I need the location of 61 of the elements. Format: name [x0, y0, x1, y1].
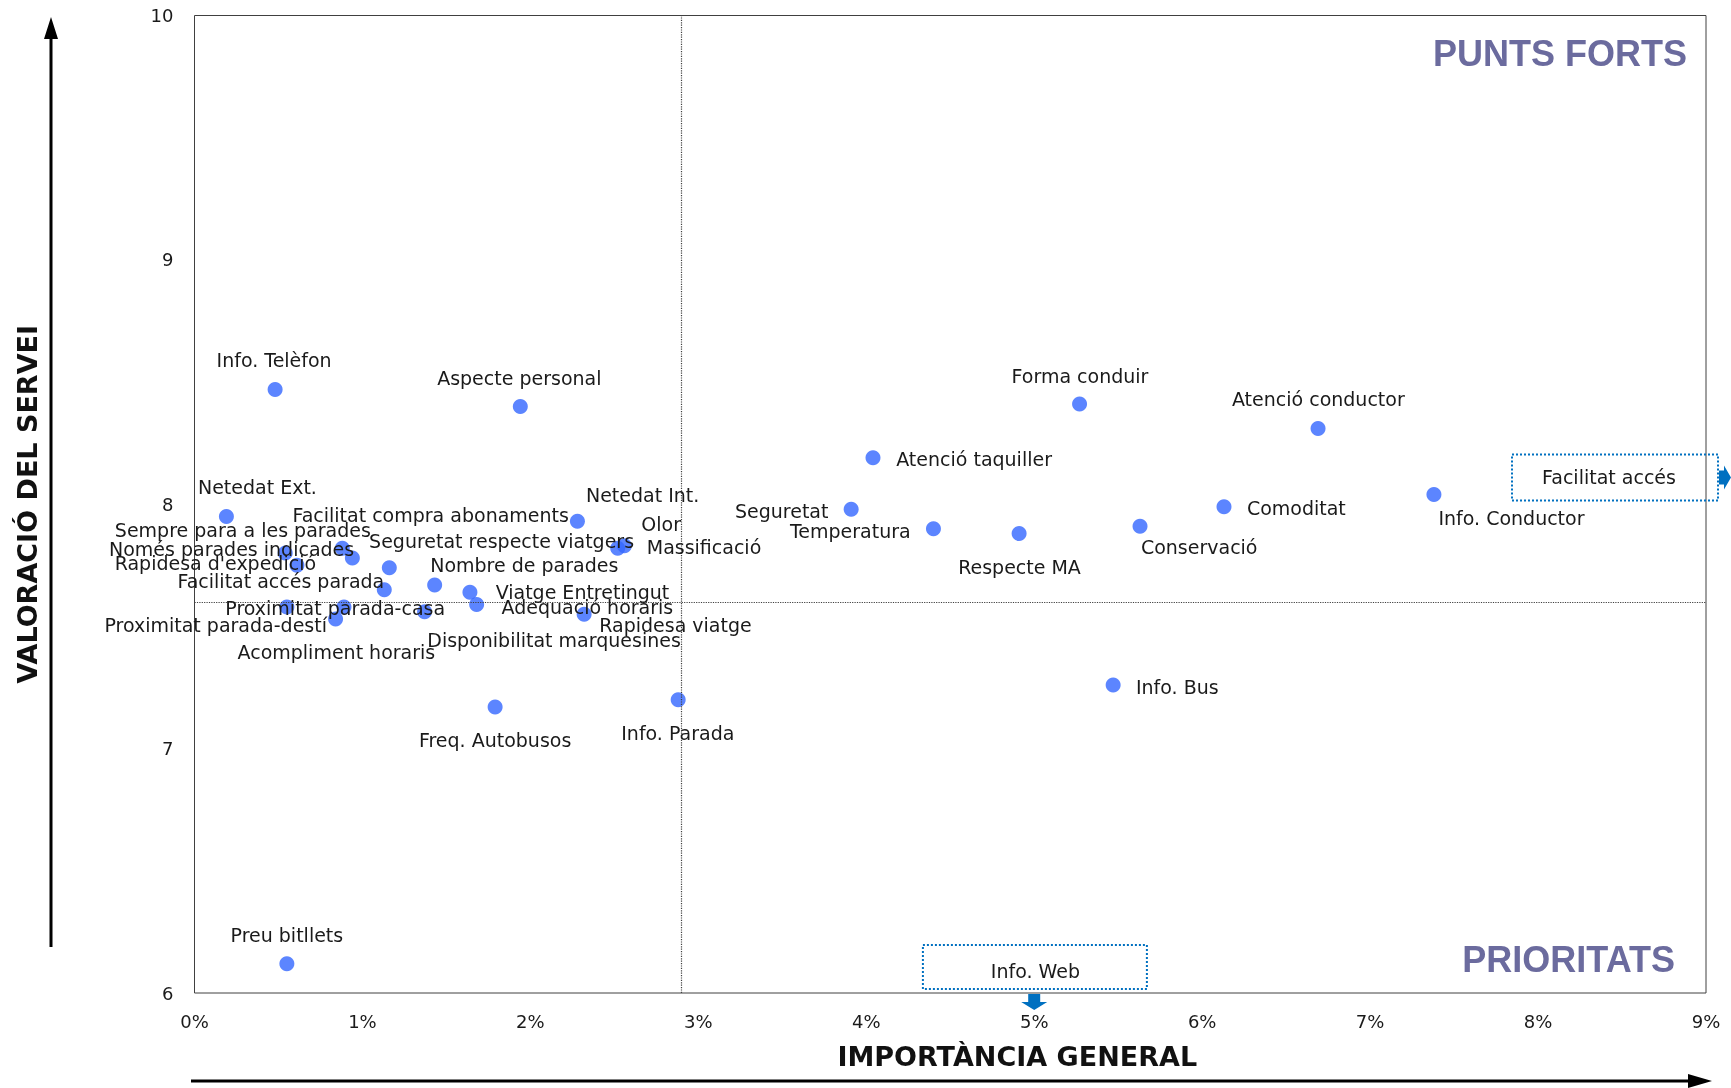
annotation: Info. Bus	[1135, 675, 1219, 698]
annotation: Freq. Autobusos	[418, 729, 572, 752]
annotation: Facilitat accés	[1542, 466, 1676, 489]
y-tick-label: 8	[162, 493, 174, 515]
y-tick-label: 10	[150, 5, 174, 26]
point	[1011, 526, 1027, 542]
point	[279, 956, 295, 972]
x-axis-title: IMPORTÀNCIA GENERAL	[837, 1041, 1198, 1072]
point	[381, 560, 397, 576]
point	[1310, 421, 1326, 436]
point	[865, 450, 881, 466]
x-tick-label: 9%	[1691, 1010, 1721, 1032]
annotation: Info. Conductor	[1438, 507, 1585, 530]
point	[925, 521, 941, 537]
annotation: PRIORITATS	[1462, 938, 1675, 980]
annotation: Massificació	[646, 536, 762, 559]
point	[843, 501, 859, 517]
annotation: Nombre de parades	[430, 553, 619, 576]
point	[512, 399, 528, 414]
point	[462, 584, 478, 600]
annotation: Preu bitllets	[230, 923, 344, 946]
y-tick-label: 9	[162, 249, 174, 271]
point	[1072, 396, 1088, 412]
point	[218, 508, 234, 524]
point	[1105, 677, 1121, 693]
annotation: Netedat Ext.	[197, 476, 317, 499]
y-tick-label: 6	[162, 982, 174, 1004]
x-tick-label: 1%	[348, 1010, 377, 1032]
annotation: Netedat Int.	[585, 483, 700, 506]
point	[1216, 499, 1232, 515]
annotation: Info. Telèfon	[216, 348, 332, 371]
annotation: PUNTS FORTS	[1432, 32, 1687, 74]
x-tick-label: 7%	[1355, 1010, 1385, 1032]
x-tick-label: 4%	[852, 1010, 881, 1032]
annotation: Atenció taquiller	[896, 448, 1053, 471]
x-tick-label: 0%	[180, 1010, 209, 1032]
annotation: Conservació	[1140, 536, 1258, 559]
x-tick-label: 6%	[1187, 1010, 1217, 1032]
annotation: Info. Parada	[621, 721, 735, 744]
annotation: Olor	[641, 513, 682, 536]
x-tick-label: 3%	[684, 1010, 713, 1032]
annotation: Forma conduir	[1011, 364, 1149, 387]
point	[487, 699, 503, 715]
annotation: Atenció conductor	[1231, 388, 1405, 411]
point	[1132, 518, 1148, 534]
point	[1426, 486, 1442, 502]
point	[469, 596, 485, 612]
annotation: Seguretat respecte viatgers	[369, 530, 635, 553]
annotation: Respecte MA	[958, 556, 1081, 579]
point	[427, 577, 443, 593]
point	[670, 692, 686, 708]
annotation: Comoditat	[1246, 497, 1346, 520]
annotation: Info. Web	[990, 960, 1080, 982]
y-tick-label: 7	[162, 738, 174, 760]
x-tick-label: 8%	[1523, 1010, 1553, 1032]
x-tick-label: 5%	[1019, 1010, 1049, 1032]
point	[267, 381, 283, 397]
x-tick-label: 2%	[516, 1010, 545, 1032]
point	[569, 513, 585, 529]
y-axis-title: VALORACIÓ DEL SERVEI	[11, 324, 43, 684]
annotation: Aspecte personal	[437, 366, 602, 389]
